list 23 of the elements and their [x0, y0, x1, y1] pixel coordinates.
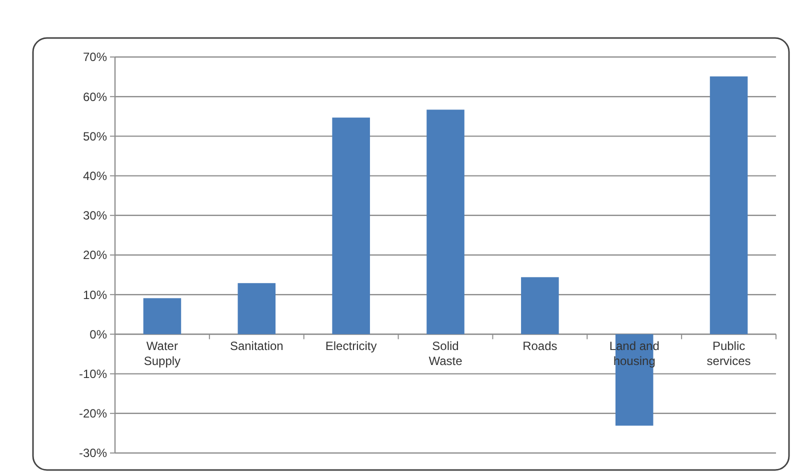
y-tick-label: 70% — [82, 50, 108, 64]
x-tick-label: Public services — [706, 339, 751, 368]
y-tick-label: 60% — [82, 90, 108, 104]
y-tick-label: 40% — [82, 169, 108, 183]
y-tick-label: 30% — [82, 208, 108, 223]
y-tick-label: 10% — [82, 288, 108, 302]
x-tick-label: Roads — [522, 339, 558, 354]
y-tick-label: -30% — [78, 446, 108, 460]
bar — [426, 110, 464, 334]
x-tick-label: Electricity — [325, 339, 377, 354]
bar — [710, 76, 748, 334]
bar — [143, 298, 182, 334]
y-tick-label: -20% — [78, 406, 108, 421]
bar — [238, 283, 276, 334]
y-tick-label: -10% — [78, 367, 108, 381]
bar — [332, 118, 370, 334]
y-tick-label: 0% — [90, 327, 108, 342]
y-tick-label: 20% — [82, 248, 108, 262]
x-tick-label: Solid Waste — [428, 339, 463, 368]
x-tick-label: Sanitation — [230, 339, 284, 354]
y-tick-label: 50% — [82, 129, 108, 144]
bar — [521, 277, 559, 334]
x-tick-label: Water Supply — [144, 339, 181, 368]
